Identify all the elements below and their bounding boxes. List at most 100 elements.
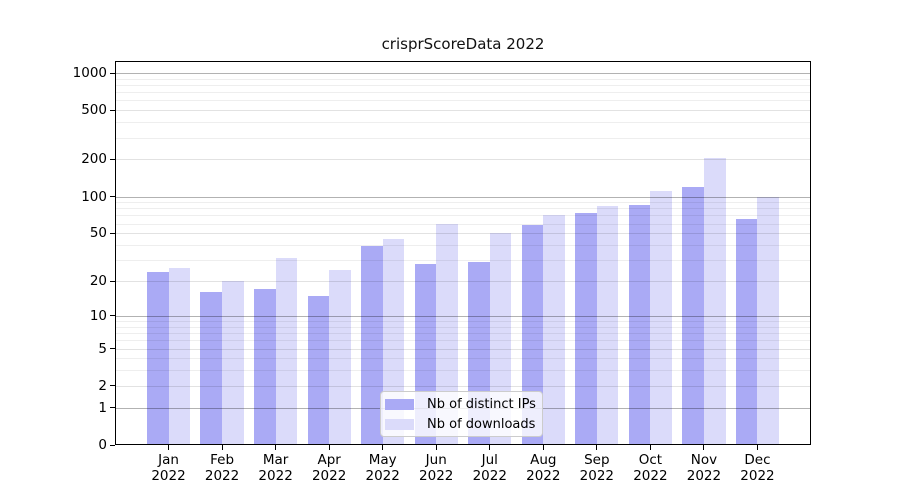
bar-ips-apr (307, 295, 330, 445)
x-tick-label: Jun 2022 (408, 452, 464, 484)
gridline-minor (115, 321, 811, 323)
y-tick-label: 100 (81, 188, 107, 205)
x-tick-label: Nov 2022 (676, 452, 732, 484)
x-tick-label: Oct 2022 (622, 452, 678, 484)
gridline-minor (115, 92, 811, 94)
bar-ips-aug (521, 225, 544, 445)
x-tick-label-year: 2022 (472, 468, 507, 484)
bar-ips-dec (735, 218, 758, 445)
gridline-minor (115, 245, 811, 247)
x-tick-label-month: Jul (481, 452, 498, 468)
gridline-minor (115, 260, 811, 262)
gridline-minor (115, 100, 811, 102)
bar-downloads-nov (703, 158, 726, 445)
y-tick-label: 50 (89, 225, 107, 242)
x-tick-label-month: Jan (158, 452, 179, 468)
gridline-minor (115, 326, 811, 328)
bar-downloads-mar (275, 258, 298, 445)
y-tick-mark (110, 232, 115, 234)
x-tick-label-year: 2022 (526, 468, 561, 484)
legend-entry-distinct-ips: Nb of distinct IPs (385, 394, 536, 414)
bar-ips-may (361, 246, 383, 445)
x-tick-label-year: 2022 (151, 468, 186, 484)
x-tick-mark (221, 445, 223, 450)
x-tick-label: Aug 2022 (515, 452, 571, 484)
bar-downloads-sep (596, 205, 619, 445)
x-tick-mark (328, 445, 330, 450)
x-tick-label-year: 2022 (311, 468, 347, 484)
y-tick-label: 200 (81, 151, 107, 168)
gridline-minor (115, 78, 811, 80)
y-tick-label: 2 (98, 377, 107, 394)
gridline-minor (115, 370, 811, 372)
x-tick-mark (435, 445, 437, 450)
y-tick-mark (110, 348, 115, 350)
gridline-mid (115, 110, 811, 112)
gridline-major (115, 315, 811, 317)
legend-label-downloads: Nb of downloads (427, 416, 536, 432)
gridline-minor (115, 215, 811, 217)
gridline-minor (115, 137, 811, 139)
bar-ips-jan (146, 271, 169, 445)
y-tick-label: 5 (98, 340, 107, 357)
gridline-mid (115, 233, 811, 235)
x-tick-label: Dec 2022 (729, 452, 785, 484)
legend-swatch-ips-icon (385, 398, 414, 410)
gridline-major (115, 73, 811, 74)
legend-swatch-downloads-icon (385, 418, 414, 430)
bar-ips-oct (628, 205, 651, 445)
x-tick-label: May 2022 (355, 452, 411, 484)
legend: Nb of distinct IPs Nb of downloads (380, 391, 543, 437)
bar-downloads-apr (329, 269, 351, 445)
x-tick-label-year: 2022 (686, 468, 722, 484)
x-tick-label-year: 2022 (633, 468, 668, 484)
y-tick-label: 0 (98, 437, 107, 453)
y-tick-mark (110, 280, 115, 282)
gridline-minor (115, 340, 811, 342)
x-tick-label-month: Nov (690, 452, 718, 468)
x-tick-label: Sep 2022 (569, 452, 625, 484)
x-tick-label: Apr 2022 (301, 452, 357, 484)
bar-downloads-jun (436, 223, 458, 445)
x-tick-mark (168, 445, 170, 450)
gridline-mid (115, 348, 811, 350)
x-tick-label-month: Mar (262, 452, 289, 468)
x-tick-label-year: 2022 (579, 468, 615, 484)
x-tick-mark (703, 445, 705, 450)
x-tick-label: Jul 2022 (462, 452, 518, 484)
bar-ips-nov (682, 186, 704, 445)
x-tick-label-year: 2022 (258, 468, 293, 484)
gridline-minor (115, 208, 811, 210)
gridline-mid (115, 159, 811, 161)
x-tick-mark (596, 445, 598, 450)
bar-downloads-aug (543, 215, 565, 445)
gridline-mid (115, 385, 811, 387)
x-tick-mark (489, 445, 491, 450)
x-tick-mark (649, 445, 651, 450)
x-tick-label-year: 2022 (740, 468, 775, 484)
x-tick-mark (382, 445, 384, 450)
x-tick-mark (756, 445, 758, 450)
x-tick-label-month: Jun (425, 452, 447, 468)
plot-area (115, 61, 811, 445)
y-tick-mark (110, 158, 115, 160)
y-tick-label: 500 (81, 102, 107, 119)
x-tick-label-month: Aug (530, 452, 557, 468)
x-tick-label-month: Apr (317, 452, 341, 468)
gridline-minor (115, 223, 811, 225)
gridline-minor (115, 333, 811, 335)
legend-label-distinct-ips: Nb of distinct IPs (427, 396, 536, 412)
gridline-mid (115, 281, 811, 283)
x-tick-label-month: May (368, 452, 397, 468)
y-tick-mark (110, 315, 115, 317)
x-tick-mark (275, 445, 277, 450)
y-tick-mark (110, 407, 115, 409)
bar-downloads-oct (650, 191, 672, 445)
y-tick-label: 1 (98, 399, 107, 416)
y-tick-label: 20 (89, 273, 107, 290)
y-tick-mark (110, 196, 115, 197)
bar-ips-feb (200, 292, 223, 445)
chart-title: crisprScoreData 2022 (381, 35, 545, 53)
gridline-minor (115, 358, 811, 360)
